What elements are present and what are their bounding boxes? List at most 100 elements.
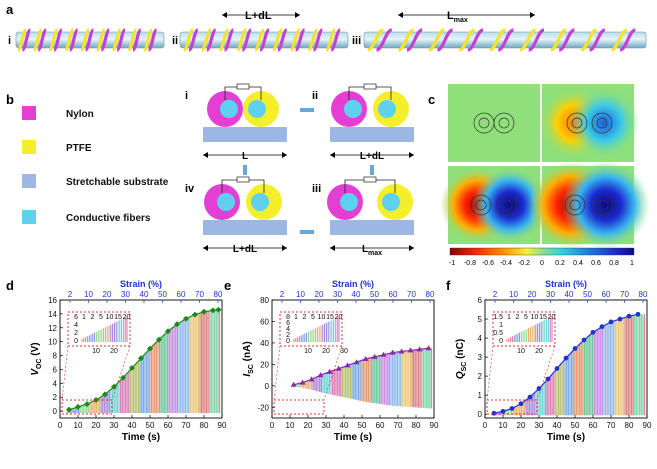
device-state-iv: iv L+dL bbox=[185, 176, 287, 255]
data-point bbox=[371, 353, 378, 359]
data-point bbox=[380, 351, 387, 357]
strain-tick-label: 80 bbox=[214, 290, 223, 299]
x-tick-label: 80 bbox=[625, 421, 634, 430]
conductive-fiber bbox=[220, 100, 238, 118]
inset-y-tick: 0 bbox=[286, 338, 290, 345]
data-point bbox=[425, 345, 432, 351]
y-tick-label: 40 bbox=[260, 339, 269, 348]
y-tick-label: -20 bbox=[257, 403, 269, 412]
plot-frame bbox=[484, 299, 648, 419]
y-tick-label: 4 bbox=[478, 334, 483, 343]
strain-tick-label: 80 bbox=[426, 290, 435, 299]
inset-strain-tick: 20 bbox=[123, 314, 131, 321]
load-resistor bbox=[363, 83, 377, 90]
data-point bbox=[335, 365, 342, 371]
y-tick-label: 80 bbox=[260, 296, 269, 305]
colorbar-tick: 0.4 bbox=[573, 260, 583, 267]
panel-f-label: f bbox=[446, 278, 451, 293]
x-tick-label: 80 bbox=[412, 421, 421, 430]
y-tick-label: 4 bbox=[53, 379, 58, 388]
x-tick-label: 80 bbox=[200, 421, 209, 430]
colorbar-tick: -0.6 bbox=[482, 260, 494, 267]
y-tick-label: 3 bbox=[478, 353, 483, 362]
panel-a-fiber-ii: ii L+dL bbox=[172, 10, 349, 52]
data-point bbox=[500, 408, 506, 414]
inset-strain-tick: 2 bbox=[303, 314, 307, 321]
data-point bbox=[590, 329, 596, 335]
inset-strain-tick: 5 bbox=[524, 314, 528, 321]
data-point bbox=[215, 306, 222, 313]
data-point bbox=[536, 386, 542, 391]
substrate bbox=[330, 127, 414, 142]
panel-b-legend: Nylon PTFE Stretchable substrate Conduct… bbox=[22, 106, 169, 224]
inset-strain-tick: 15 bbox=[114, 314, 122, 321]
strain-tick-label: 2 bbox=[68, 290, 73, 299]
x-tick-label: 50 bbox=[146, 421, 155, 430]
inset-y-tick: 0 bbox=[74, 338, 78, 345]
data-point bbox=[174, 321, 180, 328]
data-point bbox=[290, 381, 297, 387]
legend-swatch-nylon bbox=[22, 106, 36, 120]
strain-tick-label: 50 bbox=[158, 290, 167, 299]
panel-a-fiber-iii: iii Lmax bbox=[352, 10, 647, 52]
data-point bbox=[545, 376, 551, 382]
x-tick-label: 60 bbox=[164, 421, 173, 430]
strain-tick-label: 10 bbox=[84, 290, 93, 299]
strain-axis-title: Strain (%) bbox=[332, 279, 374, 289]
legend-swatch-fiber bbox=[22, 210, 36, 224]
strain-tick-label: 60 bbox=[177, 290, 186, 299]
data-point bbox=[84, 401, 90, 408]
strain-tick-label: 30 bbox=[121, 290, 130, 299]
legend-swatch-substrate bbox=[22, 174, 36, 188]
plot-frame bbox=[59, 299, 223, 419]
panel-b-length-iii: Lmax bbox=[362, 244, 382, 257]
data-point bbox=[120, 374, 126, 381]
inset-strain-tick: 10 bbox=[106, 314, 114, 321]
panel-a-roman-i: i bbox=[8, 35, 11, 47]
y-tick-label: 2 bbox=[478, 372, 483, 381]
inset-x-tick: 20 bbox=[535, 348, 543, 355]
x-tick-label: 10 bbox=[499, 421, 508, 430]
x-tick-label: 90 bbox=[218, 421, 227, 430]
panel-d-label: d bbox=[6, 278, 14, 293]
strain-tick-label: 20 bbox=[315, 290, 324, 299]
data-point bbox=[491, 410, 497, 416]
data-point bbox=[344, 362, 351, 368]
x-axis-title: Time (s) bbox=[547, 432, 585, 443]
strain-tick-label: 70 bbox=[620, 290, 629, 299]
y-tick-label: 5 bbox=[478, 315, 483, 324]
device-state-ii: ii L+dL bbox=[312, 83, 414, 162]
panel-a-length-lmax: Lmax bbox=[447, 10, 468, 24]
y-tick-label: 6 bbox=[53, 365, 58, 374]
strain-tick-label: 60 bbox=[389, 290, 398, 299]
inset-x-tick: 20 bbox=[322, 348, 330, 355]
zoom-region bbox=[486, 399, 538, 415]
data-point bbox=[183, 315, 189, 322]
panel-a-length-ldl: L+dL bbox=[245, 10, 272, 22]
x-tick-label: 60 bbox=[589, 421, 598, 430]
y-tick-label: 0 bbox=[265, 382, 270, 391]
inset-y-tick: 6 bbox=[286, 320, 290, 327]
x-tick-label: 70 bbox=[394, 421, 403, 430]
inset-strain-tick: 1 bbox=[82, 314, 86, 321]
device-state-iii: iii Lmax bbox=[312, 176, 414, 257]
strain-tick-label: 10 bbox=[296, 290, 305, 299]
data-point bbox=[129, 365, 135, 372]
strain-tick-label: 80 bbox=[639, 290, 648, 299]
y-tick-label: 16 bbox=[48, 296, 57, 305]
data-point bbox=[353, 359, 360, 365]
x-tick-label: 10 bbox=[74, 421, 83, 430]
panel-b-label: b bbox=[6, 92, 14, 107]
y-tick-label: 8 bbox=[53, 352, 58, 361]
x-tick-label: 30 bbox=[535, 421, 544, 430]
inset-strain-tick: 10 bbox=[318, 314, 326, 321]
colorbar-tick: 0.8 bbox=[609, 260, 619, 267]
x-tick-label: 10 bbox=[286, 421, 295, 430]
colorbar bbox=[449, 247, 635, 256]
panel-a-roman-ii: ii bbox=[172, 35, 178, 47]
data-point bbox=[210, 307, 216, 314]
inset-strain-tick: 2 bbox=[91, 314, 95, 321]
data-point bbox=[617, 316, 623, 322]
data-point bbox=[563, 355, 569, 361]
